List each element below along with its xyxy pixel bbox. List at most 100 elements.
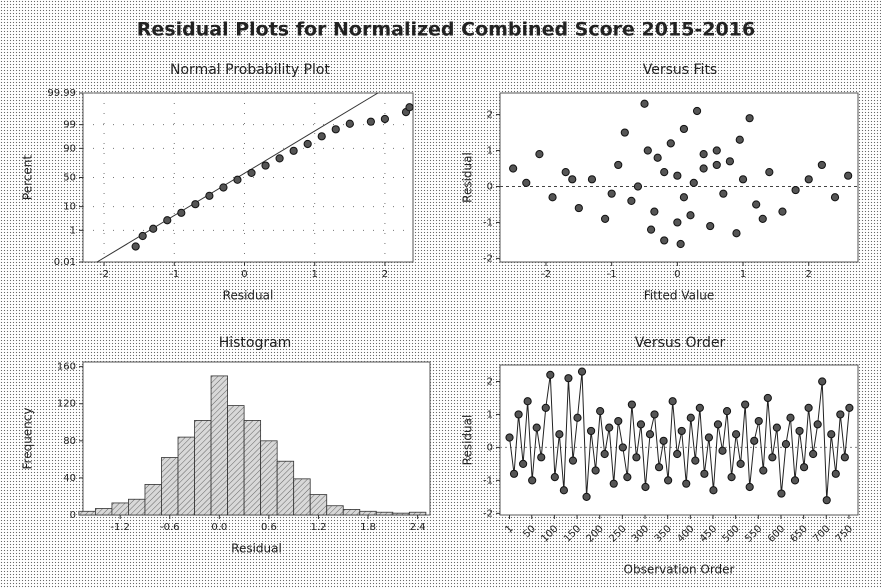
point (405, 103, 414, 112)
point (844, 171, 853, 180)
point (138, 231, 147, 241)
point (523, 397, 532, 406)
point (331, 125, 340, 134)
point (676, 239, 685, 249)
bar (94, 508, 113, 516)
x-tick-label: -2 (99, 269, 109, 280)
bar (276, 460, 295, 516)
point (804, 403, 813, 412)
x-tick-label: -1 (169, 269, 179, 280)
point (149, 224, 158, 233)
point (686, 211, 695, 220)
point (822, 496, 831, 505)
point (600, 449, 609, 459)
point (627, 196, 636, 205)
point (699, 150, 708, 159)
x-axis-label: Residual (223, 289, 274, 303)
point (754, 416, 763, 426)
point (727, 472, 736, 482)
point (559, 486, 568, 495)
x-tick-label: 2 (806, 269, 812, 280)
point (673, 218, 682, 227)
point (528, 476, 537, 485)
bar (359, 510, 377, 516)
y-tick-label: 99 (63, 120, 76, 131)
point (845, 403, 854, 412)
y-tick-label: 160 (57, 362, 76, 373)
bar (78, 510, 96, 516)
point (718, 446, 727, 455)
point (745, 482, 754, 492)
point (620, 128, 629, 137)
point (692, 106, 702, 116)
y-tick-label: 1 (487, 146, 493, 157)
x-tick-label: 150 (562, 523, 583, 544)
y-tick-label: 50 (63, 173, 76, 184)
x-tick-label: 400 (675, 523, 696, 544)
point (786, 413, 795, 422)
point (731, 430, 741, 439)
point (605, 423, 614, 432)
x-tick-label: 1.2 (311, 522, 327, 533)
x-tick-label: 2.4 (410, 522, 426, 533)
point (614, 416, 623, 426)
bar (177, 436, 195, 516)
point (682, 479, 691, 488)
point (568, 456, 578, 465)
x-tick-label: 450 (698, 523, 719, 544)
point (555, 430, 564, 439)
point (836, 410, 845, 419)
point (732, 229, 741, 238)
point (659, 436, 668, 445)
x-tick-label: 650 (789, 523, 810, 544)
plot-area (499, 364, 859, 516)
point (700, 469, 709, 478)
y-tick-label: 0 (487, 442, 493, 453)
bar (194, 420, 212, 516)
point (643, 146, 652, 155)
series-line (509, 371, 850, 501)
point (809, 449, 818, 459)
x-tick-label: 50 (521, 523, 538, 540)
y-tick-label: -1 (483, 475, 493, 486)
point (830, 193, 840, 202)
point (380, 114, 390, 124)
point (653, 153, 662, 162)
point (713, 420, 723, 429)
point (660, 168, 669, 177)
point (586, 426, 596, 436)
point (623, 472, 632, 482)
bar (243, 420, 262, 516)
point (303, 139, 312, 149)
point (831, 469, 840, 478)
point (745, 114, 754, 123)
point (827, 430, 836, 439)
x-tick-label: 350 (653, 523, 674, 544)
point (535, 150, 544, 159)
point (804, 175, 813, 184)
y-tick-label: 1 (487, 409, 493, 420)
point (679, 193, 689, 202)
bar (326, 505, 344, 516)
point (735, 135, 744, 144)
y-tick-label: 40 (63, 473, 76, 484)
x-tick-label: -2 (541, 269, 551, 280)
point (691, 456, 700, 465)
x-tick-label: 250 (607, 523, 628, 544)
x-tick-label: 1 (312, 269, 318, 280)
bar (144, 483, 162, 516)
point (601, 214, 610, 223)
point (519, 459, 528, 469)
x-tick-label: 300 (630, 523, 651, 544)
point (289, 146, 298, 155)
bar (227, 405, 245, 516)
point (664, 476, 673, 485)
point (641, 482, 650, 492)
x-tick-label: 1 (740, 269, 746, 280)
point (725, 157, 735, 166)
bar (293, 478, 311, 516)
point (778, 207, 787, 216)
y-tick-label: -2 (483, 253, 493, 264)
point (712, 160, 721, 170)
y-axis-label: Frequency (21, 408, 35, 470)
